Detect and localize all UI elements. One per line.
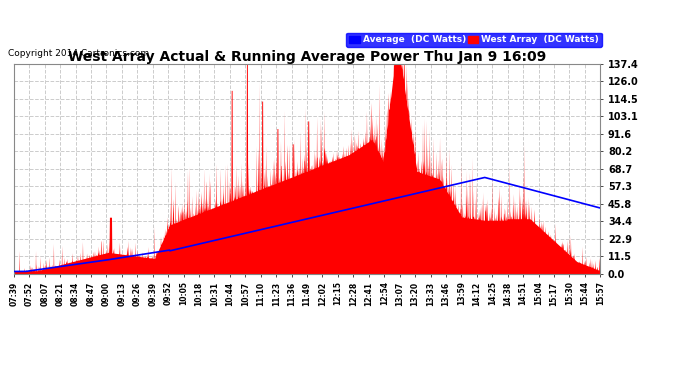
Title: West Array Actual & Running Average Power Thu Jan 9 16:09: West Array Actual & Running Average Powe… xyxy=(68,50,546,64)
Text: Copyright 2014 Cartronics.com: Copyright 2014 Cartronics.com xyxy=(8,49,149,58)
Legend: Average  (DC Watts), West Array  (DC Watts): Average (DC Watts), West Array (DC Watts… xyxy=(346,33,602,47)
